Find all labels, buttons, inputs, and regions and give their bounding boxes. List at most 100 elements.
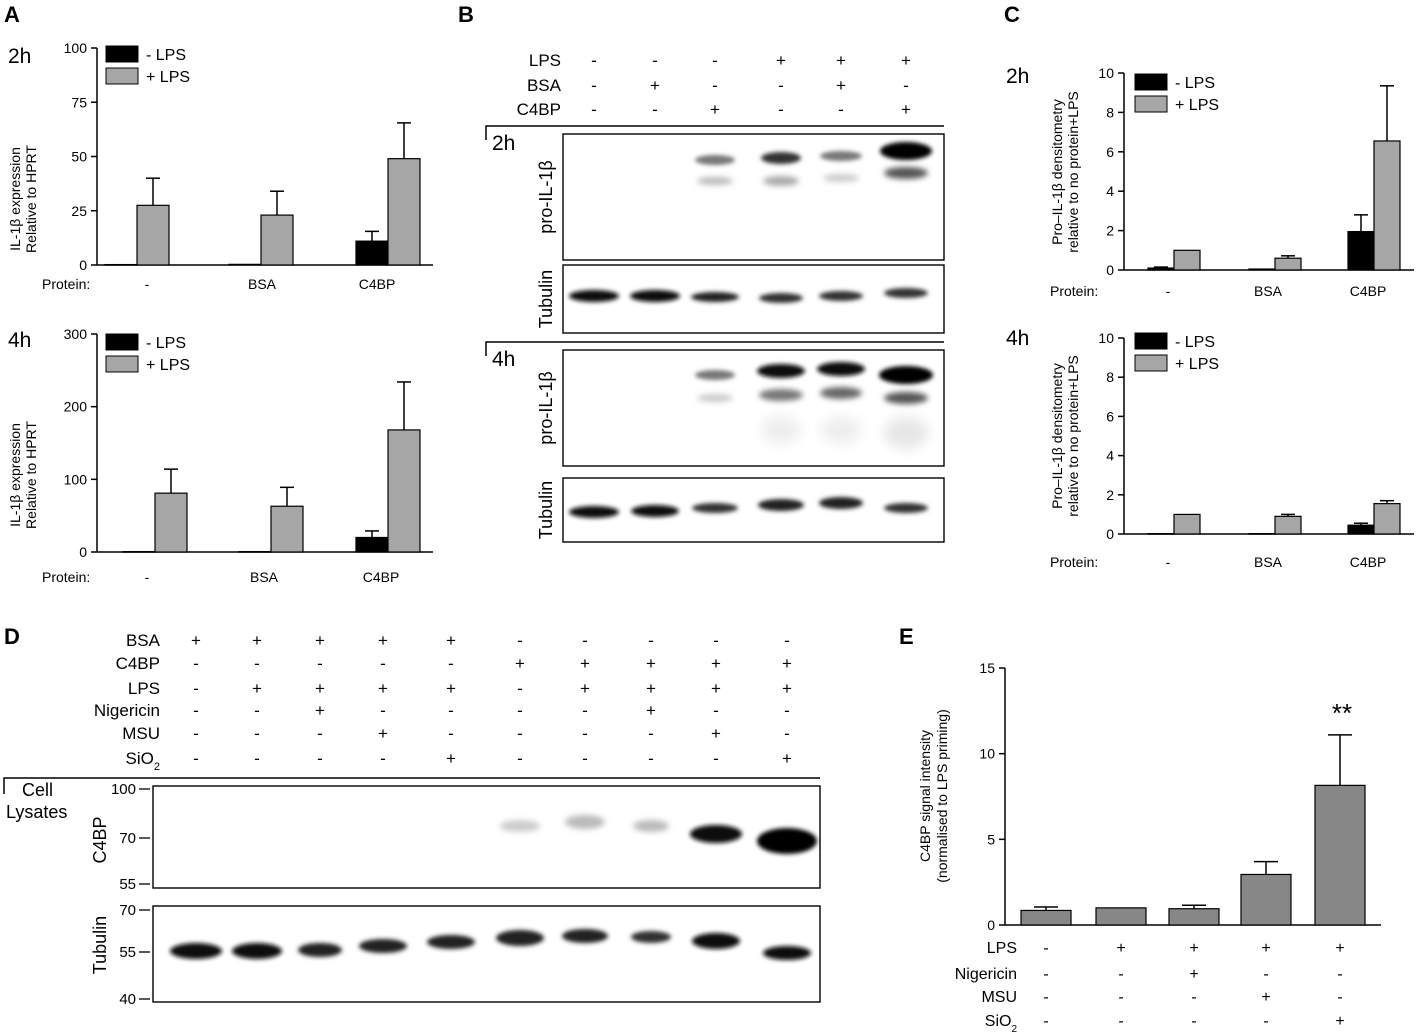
tubulin-band <box>427 935 475 949</box>
ylabel-c-2h-line1: Pro–IL-1β densitometry <box>1049 99 1065 245</box>
y-tick-label: 300 <box>64 326 88 342</box>
minus-sign: - <box>517 631 523 650</box>
category-label: C4BP <box>363 569 400 585</box>
minus-sign: - <box>1043 940 1048 957</box>
protein-band <box>761 152 801 164</box>
bar-plus-lps <box>260 214 294 266</box>
ylabel-c-4h-line1: Pro–IL-1β densitometry <box>1049 363 1065 509</box>
minus-sign: - <box>1337 966 1342 983</box>
bar-plus-lps <box>1373 503 1401 535</box>
minus-sign: - <box>317 724 323 743</box>
minus-sign: - <box>1043 966 1048 983</box>
bracket-b-2h <box>485 125 944 140</box>
blot-label-d-c4bp: C4BP <box>90 816 110 863</box>
plus-sign: + <box>710 100 720 119</box>
blot-b-4h-pro-il1b <box>562 349 945 467</box>
bar <box>1095 907 1147 926</box>
y-tick-label: 15 <box>979 660 995 676</box>
minus-sign: - <box>784 631 790 650</box>
bar-plus-lps <box>1274 515 1302 535</box>
tubulin-band <box>758 499 804 511</box>
cell-lysates-line1: Cell <box>22 780 53 800</box>
tubulin-band <box>759 293 803 303</box>
condition-row-label: LPS <box>128 679 160 698</box>
plus-sign: + <box>646 701 656 720</box>
plus-sign: + <box>378 631 388 650</box>
legend-swatch-minus-lps <box>105 333 139 351</box>
mw-label: 55 <box>119 876 136 893</box>
time-label-c-2h: 2h <box>1006 65 1029 88</box>
bar <box>1240 873 1292 926</box>
condition-row-label: BSA <box>527 76 562 95</box>
ylabel-c-4h-line2: relative to no protein+LPS <box>1065 355 1081 517</box>
tubulin-band <box>884 288 928 298</box>
tubulin-band <box>884 503 928 513</box>
minus-sign: - <box>778 100 784 119</box>
tubulin-band <box>496 930 544 946</box>
minus-sign: - <box>591 76 597 95</box>
plus-sign: + <box>782 654 792 673</box>
tubulin-band <box>562 929 608 943</box>
tubulin-band <box>819 291 863 301</box>
minus-sign: - <box>317 654 323 673</box>
minus-sign: - <box>778 76 784 95</box>
protein-band <box>884 417 928 449</box>
condition-row-label: SiO2 <box>126 749 160 773</box>
ylabel-a-4h: IL-1β expression Relative to HPRT <box>7 421 39 529</box>
blot-label-b-4h-pro-il1b: pro-IL-1β <box>536 371 556 444</box>
condition-row-label: C4BP <box>517 100 561 119</box>
category-label: - <box>1166 283 1171 299</box>
category-label: C4BP <box>359 276 396 292</box>
y-tick-label: 2 <box>1106 223 1114 239</box>
minus-sign: - <box>517 701 523 720</box>
chart-e: 0 5 10 15 ** <box>979 660 1381 933</box>
blot-label-b-2h-pro-il1b: pro-IL-1β <box>536 160 556 233</box>
tubulin-band <box>631 931 671 943</box>
bracket-b-4h <box>485 341 944 356</box>
minus-sign: - <box>652 100 658 119</box>
legend-swatch-plus-lps <box>1134 95 1168 113</box>
plus-sign: + <box>378 724 388 743</box>
plus-sign: + <box>1335 1013 1344 1030</box>
bar-plus-lps <box>270 505 304 553</box>
protein-band <box>757 364 805 378</box>
condition-row-label: Nigericin <box>955 966 1017 983</box>
minus-sign: - <box>254 701 260 720</box>
ylabel-c-2h-line2: relative to no protein+LPS <box>1065 91 1081 253</box>
tubulin-band <box>569 290 619 302</box>
plus-sign: + <box>836 76 846 95</box>
minus-sign: - <box>648 631 654 650</box>
protein-band <box>884 167 928 179</box>
category-label: BSA <box>1254 554 1283 570</box>
legend-swatch-minus-lps <box>105 45 139 63</box>
mw-label: 55 <box>119 944 136 961</box>
blot-b-4h-tubulin <box>562 477 945 543</box>
plus-sign: + <box>1335 940 1344 957</box>
minus-sign: - <box>591 100 597 119</box>
minus-sign: - <box>1043 989 1048 1006</box>
ylabel-a-2h: IL-1β expression Relative to HPRT <box>7 145 39 253</box>
bar-minus-lps <box>1147 267 1175 271</box>
condition-row-label: MSU <box>122 724 160 743</box>
protein-band <box>820 151 862 161</box>
condition-row-label: C4BP <box>116 654 160 673</box>
plus-sign: + <box>776 51 786 70</box>
mw-label: 70 <box>119 902 136 919</box>
bar-minus-lps <box>1347 230 1375 271</box>
protein-band <box>500 820 540 832</box>
conditions-e: LPS - + + + + Nigericin - - + - - MSU - - - + - SiO2 - - - - + <box>955 940 1345 1032</box>
y-tick-label: 25 <box>71 203 87 219</box>
bar <box>1020 909 1072 926</box>
blot-label-b-4h-tubulin: Tubulin <box>536 481 556 539</box>
plus-sign: + <box>711 679 721 698</box>
minus-sign: - <box>1118 1013 1123 1030</box>
legend-label-plus-lps: + LPS <box>146 357 190 374</box>
bracket-d <box>3 777 820 794</box>
y-tick-label: 4 <box>1106 183 1114 199</box>
y-tick-label: 0 <box>1106 262 1114 278</box>
condition-row-label: LPS <box>987 940 1017 957</box>
bands-b-4h-tubulin <box>569 497 928 518</box>
protein-band <box>757 828 817 854</box>
minus-sign: - <box>713 631 719 650</box>
chart-a-4h: 0 100 200 300 Protein: - BSA C4BP - LPS + LPS <box>42 326 433 585</box>
